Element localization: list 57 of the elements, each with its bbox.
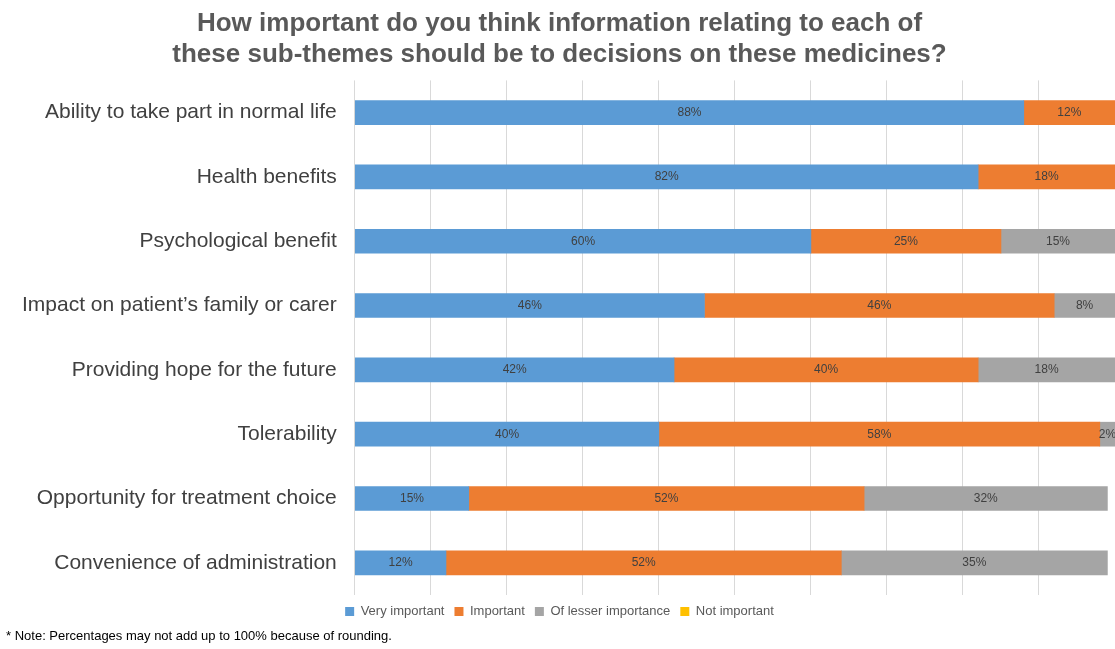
y-tick-label: Tolerability: [237, 420, 338, 444]
legend-label: Not important: [695, 603, 775, 619]
bar: [354, 550, 447, 576]
data-label: 15%: [1045, 233, 1071, 248]
bar: [704, 293, 1055, 318]
data-label: 42%: [502, 362, 527, 377]
y-tick-label: Convenience of administration: [54, 549, 337, 573]
y-tick-label: Psychological benefit: [139, 228, 337, 252]
y-tick-label: Opportunity for treatment choice: [36, 485, 337, 509]
data-label: 32%: [973, 490, 999, 505]
text: How important do you think information relating to each of: [196, 6, 923, 37]
data-label: 40%: [814, 362, 839, 377]
data-label: 52%: [654, 490, 679, 505]
legend-label: Very important: [360, 603, 445, 619]
bar: [977, 357, 1115, 383]
data-label: 25%: [893, 233, 919, 248]
data-label: 35%: [962, 555, 987, 570]
data-label: 12%: [388, 555, 413, 570]
bar: [354, 421, 660, 447]
bar: [354, 357, 675, 383]
data-label: 82%: [654, 169, 680, 184]
bar: [354, 293, 705, 318]
data-label: 46%: [517, 297, 543, 312]
data-label: 52%: [631, 555, 656, 570]
bar: [840, 550, 1108, 576]
bar: [354, 228, 812, 254]
bar: [354, 164, 979, 190]
bar: [354, 100, 1025, 125]
y-tick-label: Health benefits: [196, 163, 337, 187]
legend-label: Important: [469, 603, 526, 619]
bar: [810, 228, 1002, 254]
data-label: 60%: [571, 233, 596, 248]
data-label: 15%: [400, 490, 425, 505]
data-label: 8%: [1075, 297, 1094, 312]
bar: [1053, 293, 1115, 318]
y-tick-label: Impact on patient’s family or carer: [21, 292, 337, 316]
text: * Note: Percentages may not add up to 100% because of rounding.: [5, 628, 393, 643]
bar: [863, 486, 1108, 511]
data-label: 46%: [867, 297, 892, 312]
bar: [354, 486, 470, 511]
bar: [1000, 228, 1115, 254]
bar: [673, 357, 979, 383]
data-label: 12%: [1057, 104, 1082, 119]
text: these sub-themes should be to decisions on these medicines?: [172, 37, 947, 68]
bar: [468, 486, 865, 511]
data-label: 88%: [677, 104, 702, 119]
bar: [658, 421, 1101, 447]
bar: [445, 550, 842, 576]
bar: [977, 164, 1115, 190]
data-label: 18%: [1034, 362, 1059, 377]
data-label: 18%: [1034, 169, 1059, 184]
data-label: 40%: [495, 426, 520, 441]
legend-label: Of lesser importance: [550, 603, 671, 619]
y-tick-label: Ability to take part in normal life: [44, 99, 337, 123]
data-label: 58%: [867, 426, 892, 441]
y-tick-label: Providing hope for the future: [71, 356, 337, 380]
bar: [1023, 100, 1115, 125]
